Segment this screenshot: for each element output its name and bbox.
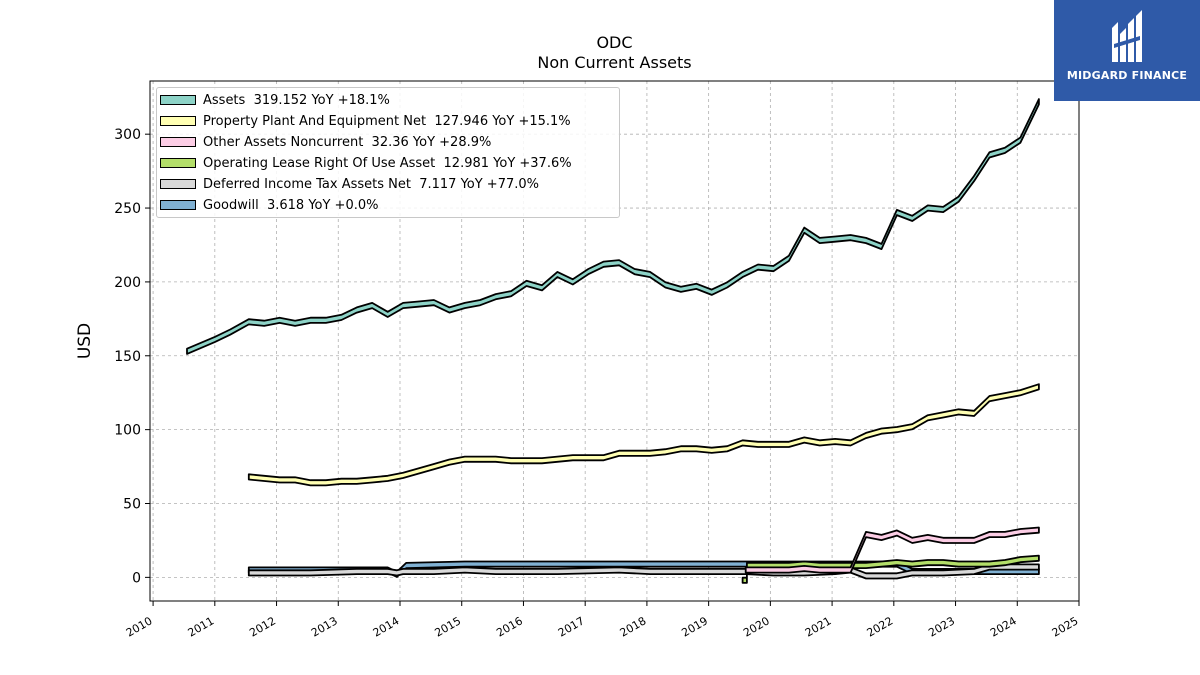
legend-swatch-other-assets xyxy=(160,137,196,147)
x-tick-label: 2017 xyxy=(556,614,587,639)
y-axis: 0 50 100 150 200 250 300 xyxy=(114,127,150,586)
legend-swatch-operating-lease xyxy=(160,158,196,168)
legend-item-other-assets: Other Assets Noncurrent 32.36 YoY +28.9% xyxy=(160,132,491,152)
x-tick-label: 2012 xyxy=(247,614,278,639)
legend-item-deferred-tax: Deferred Income Tax Assets Net 7.117 YoY… xyxy=(160,174,539,194)
x-tick-label: 2014 xyxy=(371,614,402,639)
legend-label-assets: Assets 319.152 YoY +18.1% xyxy=(203,92,390,108)
y-tick-label: 300 xyxy=(114,127,141,143)
x-tick-label: 2018 xyxy=(618,614,649,639)
legend-swatch-deferred-tax xyxy=(160,179,196,189)
y-tick-label: 0 xyxy=(132,570,141,586)
y-axis-label: USD xyxy=(75,323,95,359)
series-group xyxy=(186,98,1040,584)
x-tick-label: 2020 xyxy=(741,614,772,639)
x-axis: 2010 2011 2012 2013 2014 2015 2016 2017 2018 2019… xyxy=(124,601,1081,640)
legend-swatch-assets xyxy=(160,95,196,105)
legend-label-other-assets: Other Assets Noncurrent 32.36 YoY +28.9% xyxy=(203,134,492,150)
legend-item-assets: Assets 319.152 YoY +18.1% xyxy=(160,90,390,110)
brand-name: MIDGARD FINANCE xyxy=(1066,69,1188,82)
x-tick-label: 2021 xyxy=(803,614,834,639)
x-tick-label: 2015 xyxy=(432,614,463,639)
y-tick-label: 50 xyxy=(123,497,141,513)
plot-frame xyxy=(149,80,1080,602)
x-tick-label: 2013 xyxy=(309,614,340,639)
legend-label-operating-lease: Operating Lease Right Of Use Asset 12.98… xyxy=(203,155,572,171)
legend-label-deferred-tax: Deferred Income Tax Assets Net 7.117 YoY… xyxy=(203,176,539,192)
y-tick-label: 150 xyxy=(114,349,141,365)
x-tick-label: 2022 xyxy=(865,614,896,639)
y-tick-label: 100 xyxy=(114,423,141,439)
x-tick-label: 2025 xyxy=(1050,614,1081,639)
legend-swatch-ppe xyxy=(160,116,196,126)
y-tick-label: 200 xyxy=(114,275,141,291)
series-assets xyxy=(186,98,1040,355)
chart-subtitle: Non Current Assets xyxy=(537,53,692,72)
y-tick-label: 250 xyxy=(114,201,141,217)
x-tick-label: 2016 xyxy=(494,614,525,639)
x-tick-label: 2011 xyxy=(186,614,217,639)
legend-swatch-goodwill xyxy=(160,200,196,210)
legend: Assets 319.152 YoY +18.1% Property Plant… xyxy=(156,87,620,218)
chart-title: ODC xyxy=(596,33,633,52)
x-tick-label: 2010 xyxy=(124,614,155,639)
legend-item-operating-lease: Operating Lease Right Of Use Asset 12.98… xyxy=(160,153,572,173)
series-other-assets-noncurrent xyxy=(744,526,1040,574)
legend-item-ppe: Property Plant And Equipment Net 127.946… xyxy=(160,111,571,131)
x-tick-label: 2023 xyxy=(926,614,957,639)
x-tick-label: 2019 xyxy=(679,614,710,639)
logo-icon xyxy=(1112,10,1142,62)
brand-logo: MIDGARD FINANCE xyxy=(1054,0,1200,101)
series-deferred-income-tax-assets-net xyxy=(247,563,1040,580)
legend-label-ppe: Property Plant And Equipment Net 127.946… xyxy=(203,113,571,129)
x-tick-label: 2024 xyxy=(988,614,1019,639)
legend-label-goodwill: Goodwill 3.618 YoY +0.0% xyxy=(203,197,379,213)
series-property-plant-and-equipment-net xyxy=(247,383,1040,487)
legend-item-goodwill: Goodwill 3.618 YoY +0.0% xyxy=(160,195,378,215)
